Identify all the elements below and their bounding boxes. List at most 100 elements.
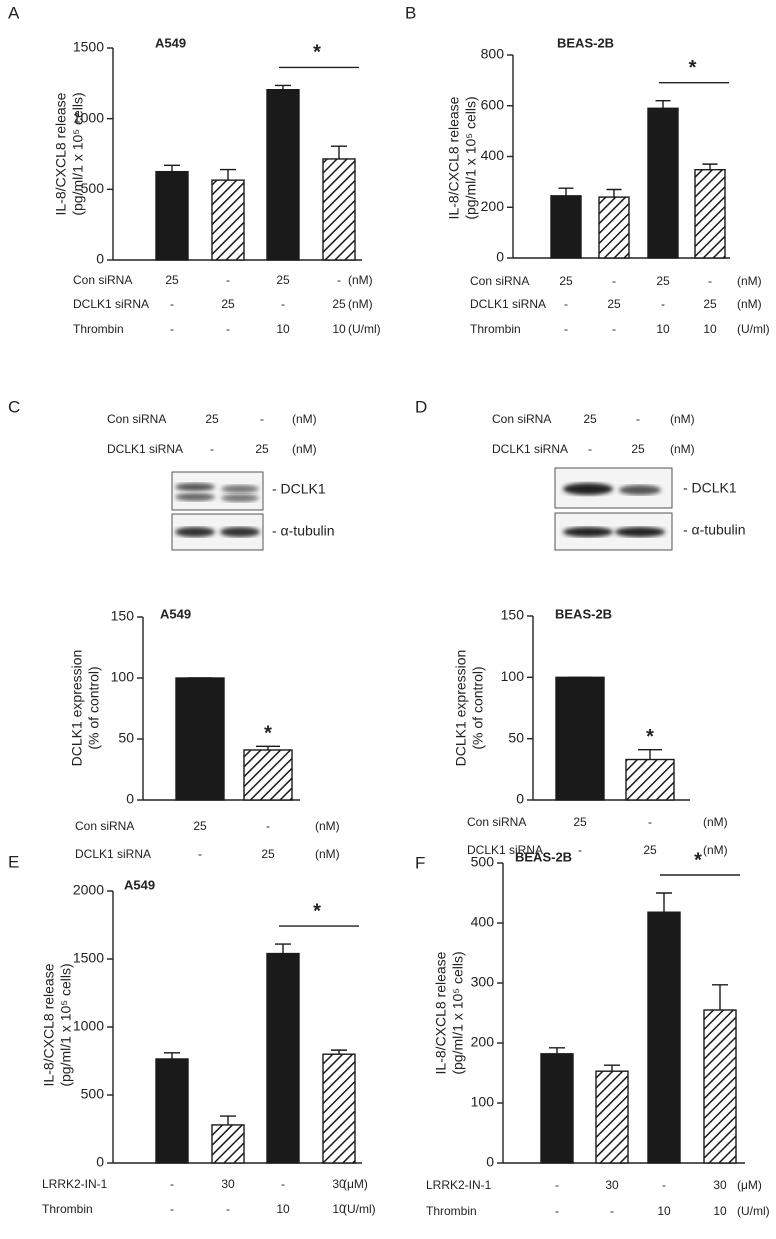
- condition-label: DCLK1 siRNA: [467, 843, 543, 857]
- condition-label: Con siRNA: [73, 273, 132, 287]
- y-axis-label: IL-8/CXCL8 release: [446, 96, 462, 219]
- condition-value: -: [648, 815, 652, 829]
- significance-mark: *: [646, 726, 654, 748]
- y-tick-label: 0: [96, 251, 104, 267]
- condition-value: 25: [656, 274, 670, 288]
- condition-value: 30: [332, 1177, 346, 1191]
- condition-value: 10: [703, 322, 717, 336]
- bar: [540, 1053, 574, 1164]
- panel-title: A549: [155, 35, 186, 50]
- y-axis-label: (pg/ml/1 x 10⁵ cells): [70, 92, 86, 215]
- condition-label: Con siRNA: [492, 412, 551, 426]
- panel-title: BEAS-2B: [555, 606, 612, 621]
- condition-value: 10: [713, 1204, 727, 1218]
- condition-value: -: [281, 1177, 285, 1191]
- condition-value: 25: [607, 297, 621, 311]
- significance-mark: *: [313, 42, 321, 64]
- condition-label: Con siRNA: [467, 815, 526, 829]
- bar: [175, 677, 225, 801]
- condition-unit: (nM): [737, 274, 762, 288]
- significance-mark: *: [313, 900, 321, 922]
- condition-label: Con siRNA: [470, 274, 529, 288]
- condition-value: -: [337, 273, 341, 287]
- y-tick-label: 200: [471, 1034, 495, 1050]
- panel-title: A549: [160, 606, 191, 621]
- bar: [694, 168, 726, 259]
- bar: [322, 1053, 356, 1164]
- blot-band-label: - DCLK1: [272, 481, 326, 497]
- condition-value: 25: [261, 847, 275, 861]
- condition-value: -: [588, 442, 592, 456]
- condition-unit: (nM): [670, 412, 695, 426]
- error-bar: [549, 1047, 565, 1054]
- condition-unit: (nM): [292, 412, 317, 426]
- y-tick-label: 1000: [73, 1018, 104, 1034]
- y-tick-label: 100: [471, 1094, 495, 1110]
- bar: [625, 758, 675, 801]
- blot-image-d: [554, 467, 673, 551]
- condition-label: DCLK1 siRNA: [73, 297, 149, 311]
- condition-value: 25: [573, 815, 587, 829]
- condition-value: 25: [205, 412, 219, 426]
- panel-title: A549: [124, 877, 155, 892]
- panel-letter: F: [415, 853, 425, 872]
- error-bar: [275, 84, 291, 90]
- bar: [595, 1070, 629, 1164]
- error-bar: [655, 99, 671, 109]
- condition-value: -: [170, 1177, 174, 1191]
- condition-label: DCLK1 siRNA: [107, 442, 183, 456]
- condition-label: Con siRNA: [75, 819, 134, 833]
- significance-mark: *: [689, 57, 697, 79]
- condition-value: -: [170, 322, 174, 336]
- condition-value: 25: [276, 273, 290, 287]
- condition-label: DCLK1 siRNA: [470, 297, 546, 311]
- condition-value: 10: [656, 322, 670, 336]
- bar: [155, 1058, 189, 1164]
- bar: [647, 911, 681, 1164]
- condition-label: Thrombin: [73, 322, 124, 336]
- y-tick-label: 0: [516, 791, 524, 807]
- condition-value: -: [662, 1178, 666, 1192]
- condition-unit: (nM): [315, 819, 340, 833]
- condition-label: DCLK1 siRNA: [492, 442, 568, 456]
- condition-value: -: [266, 819, 270, 833]
- condition-label: Thrombin: [426, 1204, 477, 1218]
- condition-value: 10: [276, 1202, 290, 1216]
- condition-label: Thrombin: [470, 322, 521, 336]
- condition-value: 10: [276, 322, 290, 336]
- y-axis-label: (% of control): [470, 666, 486, 749]
- bar: [703, 1009, 737, 1164]
- error-bar: [712, 984, 728, 1010]
- y-tick-label: 400: [481, 147, 505, 163]
- blot-band-label: - α-tubulin: [272, 523, 335, 539]
- condition-unit: (nM): [315, 847, 340, 861]
- condition-unit: (U/ml): [737, 322, 770, 336]
- y-axis-label: IL-8/CXCL8 release: [53, 92, 69, 215]
- condition-value: 30: [221, 1177, 235, 1191]
- condition-value: -: [210, 442, 214, 456]
- condition-value: 25: [165, 273, 179, 287]
- condition-unit: (nM): [703, 843, 728, 857]
- condition-value: 30: [713, 1178, 727, 1192]
- condition-value: 10: [657, 1204, 671, 1218]
- y-tick-label: 1500: [73, 39, 104, 55]
- bar: [550, 195, 582, 259]
- condition-unit: (nM): [348, 273, 373, 287]
- condition-value: 25: [193, 819, 207, 833]
- y-tick-label: 50: [118, 730, 134, 746]
- condition-label: DCLK1 siRNA: [75, 847, 151, 861]
- condition-value: -: [564, 322, 568, 336]
- condition-value: 25: [631, 442, 645, 456]
- panel-letter: A: [8, 3, 20, 22]
- y-axis-label: DCLK1 expression: [69, 650, 85, 767]
- y-tick-label: 0: [96, 1154, 104, 1170]
- y-tick-label: 600: [481, 96, 505, 112]
- condition-value: 25: [703, 297, 717, 311]
- error-bar: [606, 188, 622, 198]
- condition-label: Thrombin: [42, 1202, 93, 1216]
- condition-unit: (U/ml): [348, 322, 381, 336]
- panel-letter: B: [405, 3, 416, 22]
- condition-value: 25: [643, 843, 657, 857]
- condition-value: -: [555, 1204, 559, 1218]
